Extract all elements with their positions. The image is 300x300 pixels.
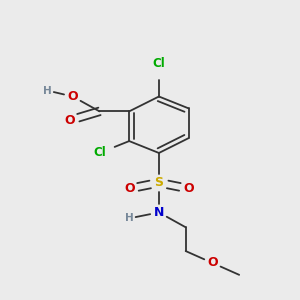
Text: Cl: Cl xyxy=(93,146,106,160)
Text: H: H xyxy=(125,213,134,224)
Text: S: S xyxy=(154,176,164,189)
Text: N: N xyxy=(154,206,164,219)
Text: O: O xyxy=(68,90,78,103)
Text: Cl: Cl xyxy=(152,57,165,70)
Text: O: O xyxy=(207,256,218,269)
Text: H: H xyxy=(43,85,52,96)
Text: O: O xyxy=(183,182,194,195)
Text: O: O xyxy=(64,114,75,127)
Text: O: O xyxy=(124,182,134,195)
